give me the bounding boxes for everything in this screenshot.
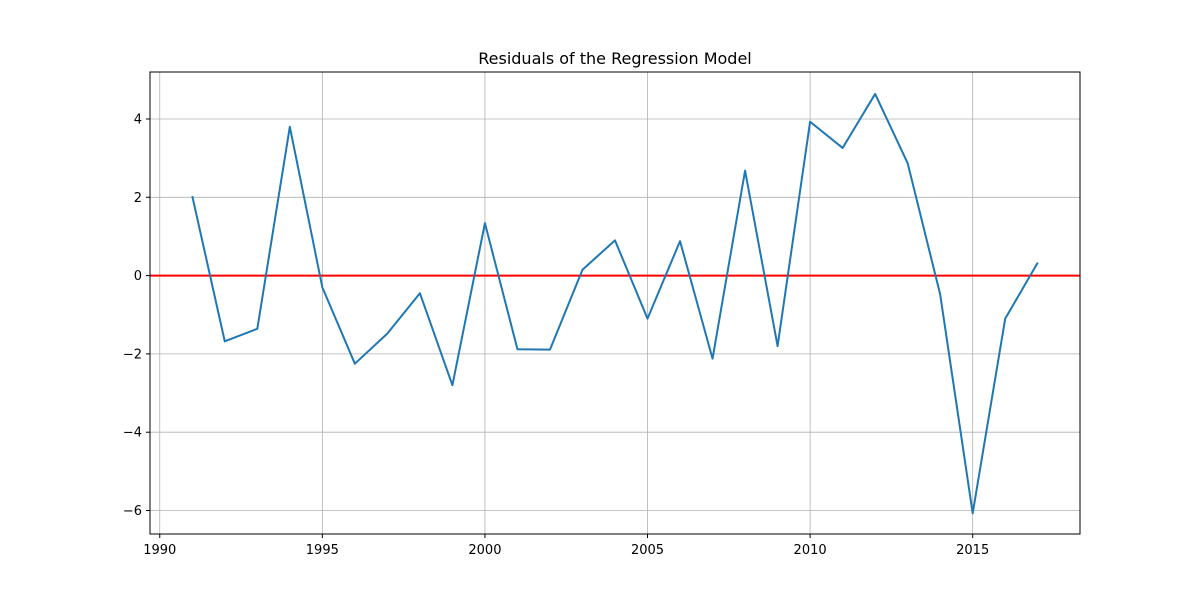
chart-title: Residuals of the Regression Model xyxy=(478,49,751,68)
series-layer xyxy=(191,92,1039,515)
y-tick-label: 4 xyxy=(134,112,142,127)
x-tick-label: 2010 xyxy=(794,543,827,558)
x-tick-label: 1990 xyxy=(143,543,176,558)
plot-area-frame xyxy=(149,71,1081,535)
y-axis-ticks: −6 −4 −2 0 2 4 xyxy=(123,112,150,519)
y-tick-label: 0 xyxy=(134,269,142,284)
y-tick-label: −4 xyxy=(123,426,142,441)
x-tick-label: 2000 xyxy=(468,543,501,558)
x-tick-label: 2005 xyxy=(631,543,664,558)
y-tick-label: −6 xyxy=(123,504,142,519)
y-tick-label: 2 xyxy=(134,191,142,206)
y-tick-label: −2 xyxy=(123,347,142,362)
residuals-series-line xyxy=(191,92,1039,515)
x-tick-label: 1995 xyxy=(306,543,339,558)
x-tick-label: 2015 xyxy=(956,543,989,558)
x-axis-ticks: 1990 1995 2000 2005 2010 2015 xyxy=(143,534,989,558)
